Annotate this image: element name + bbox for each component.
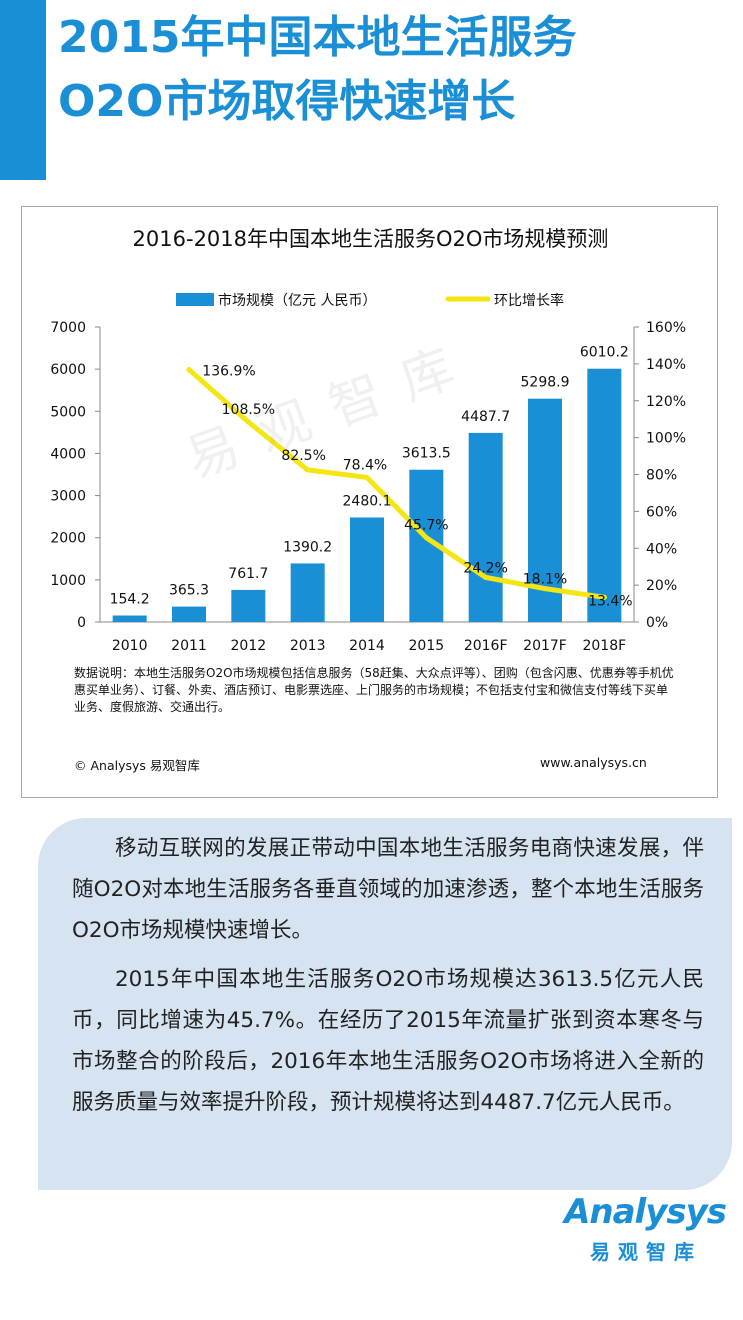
x-tick-label: 2017F <box>523 638 567 654</box>
growth-point-2017F <box>542 586 548 592</box>
chart-source: © Analysys 易观智库 <box>74 758 200 773</box>
y-right-tick-label: 100% <box>646 431 686 447</box>
bar-value-label: 761.7 <box>228 566 268 582</box>
bar-value-label: 365.3 <box>169 583 209 599</box>
x-tick-label: 2014 <box>349 638 385 654</box>
growth-point-2013 <box>305 467 311 473</box>
bar-2018F <box>587 368 622 622</box>
y-right-tick-label: 120% <box>646 394 686 410</box>
x-tick-label: 2011 <box>171 638 207 654</box>
logo-subtitle: 易观智库 <box>590 1240 702 1264</box>
y-right-tick-label: 60% <box>646 504 677 520</box>
x-tick-label: 2013 <box>290 638 326 654</box>
bar-value-label: 3613.5 <box>402 446 451 462</box>
bar-value-label: 6010.2 <box>580 345 629 361</box>
growth-point-2011 <box>186 367 192 373</box>
y-left-tick-label: 5000 <box>50 404 86 420</box>
growth-point-2014 <box>364 474 370 480</box>
bar-2016F <box>468 432 503 622</box>
legend-line-label: 环比增长率 <box>494 292 564 309</box>
accent-bar <box>0 0 46 180</box>
bar-2010 <box>112 615 147 622</box>
y-right-tick-label: 80% <box>646 468 677 484</box>
growth-rate-line <box>186 367 607 600</box>
growth-value-label: 13.4% <box>588 593 632 609</box>
y-left-tick-label: 6000 <box>50 362 86 378</box>
growth-value-label: 136.9% <box>202 364 255 380</box>
growth-value-label: 18.1% <box>523 572 567 588</box>
x-tick-label: 2018F <box>582 638 626 654</box>
y-left-tick-label: 4000 <box>50 446 86 462</box>
y-left-tick-label: 1000 <box>50 573 86 589</box>
y-left-tick-label: 3000 <box>50 489 86 505</box>
x-tick-label: 2016F <box>464 638 508 654</box>
page-title-line2: O2O市场取得快速增长 <box>58 76 516 127</box>
y-right-tick-label: 40% <box>646 541 677 557</box>
y-right-tick-label: 20% <box>646 578 677 594</box>
chart-frame: 0 1000 2000 3000 4000 5000 6000 7000 0% 20% 40% 60%… <box>21 206 718 798</box>
y-left-tick-label: 0 <box>77 615 86 631</box>
chart-url[interactable]: www.analysys.cn <box>540 755 647 770</box>
bar-value-label: 5298.9 <box>521 375 570 391</box>
chart-note: 数据说明：本地生活服务O2O市场规模包括信息服务（58赶集、大众点评等）、团购（… <box>74 666 674 714</box>
x-tick-label: 2015 <box>409 638 445 654</box>
page-title: 2015年中国本地生活服务 O2O市场取得快速增长 <box>58 6 738 134</box>
analysys-logo: Analysys 易观智库 <box>536 1192 727 1268</box>
growth-value-label: 45.7% <box>404 518 448 534</box>
y-right-tick-label: 140% <box>646 357 686 373</box>
logo-wordmark: Analysys <box>564 1192 727 1232</box>
bar-2014 <box>350 517 384 622</box>
body-paragraph-2: 2015年中国本地生活服务O2O市场规模达3613.5亿元人民币，同比增速为45… <box>72 967 704 1115</box>
bar-value-label: 1390.2 <box>283 539 332 555</box>
bar-value-label: 154.2 <box>110 592 150 608</box>
x-tick-label: 2012 <box>231 638 267 654</box>
growth-point-2012 <box>245 419 251 425</box>
page-title-line1: 2015年中国本地生活服务 <box>58 12 577 63</box>
growth-value-label: 24.2% <box>463 560 507 576</box>
bar-2011 <box>172 606 206 622</box>
legend-bar-label: 市场规模（亿元 人民币） <box>218 292 376 309</box>
growth-value-label: 78.4% <box>343 457 387 473</box>
growth-point-2015 <box>423 535 429 541</box>
bar-2013 <box>290 563 325 622</box>
body-paragraph-1: 移动互联网的发展正带动中国本地生活服务电商快速发展，伴随O2O对本地生活服务各垂… <box>72 836 704 943</box>
bar-value-label: 2480.1 <box>343 493 392 509</box>
growth-point-2016F <box>483 574 489 580</box>
bar-value-label: 4487.7 <box>461 409 510 425</box>
y-right-tick-label: 0% <box>646 615 668 631</box>
growth-point-2018F <box>601 594 607 600</box>
y-left-tick-label: 7000 <box>50 320 86 336</box>
y-right-tick-label: 160% <box>646 320 686 336</box>
text-panel: 移动互联网的发展正带动中国本地生活服务电商快速发展，伴随O2O对本地生活服务各垂… <box>38 818 732 1190</box>
y-left-tick-label: 2000 <box>50 531 86 547</box>
growth-value-label: 82.5% <box>281 448 325 464</box>
growth-value-label: 108.5% <box>222 402 275 418</box>
bar-2012 <box>231 589 266 622</box>
chart-svg: 0 1000 2000 3000 4000 5000 6000 7000 0% 20% 40% 60%… <box>50 292 686 654</box>
chart-title: 2016-2018年中国本地生活服务O2O市场规模预测 <box>132 227 609 251</box>
legend-bar-swatch <box>176 293 214 306</box>
x-tick-label: 2010 <box>112 638 148 654</box>
